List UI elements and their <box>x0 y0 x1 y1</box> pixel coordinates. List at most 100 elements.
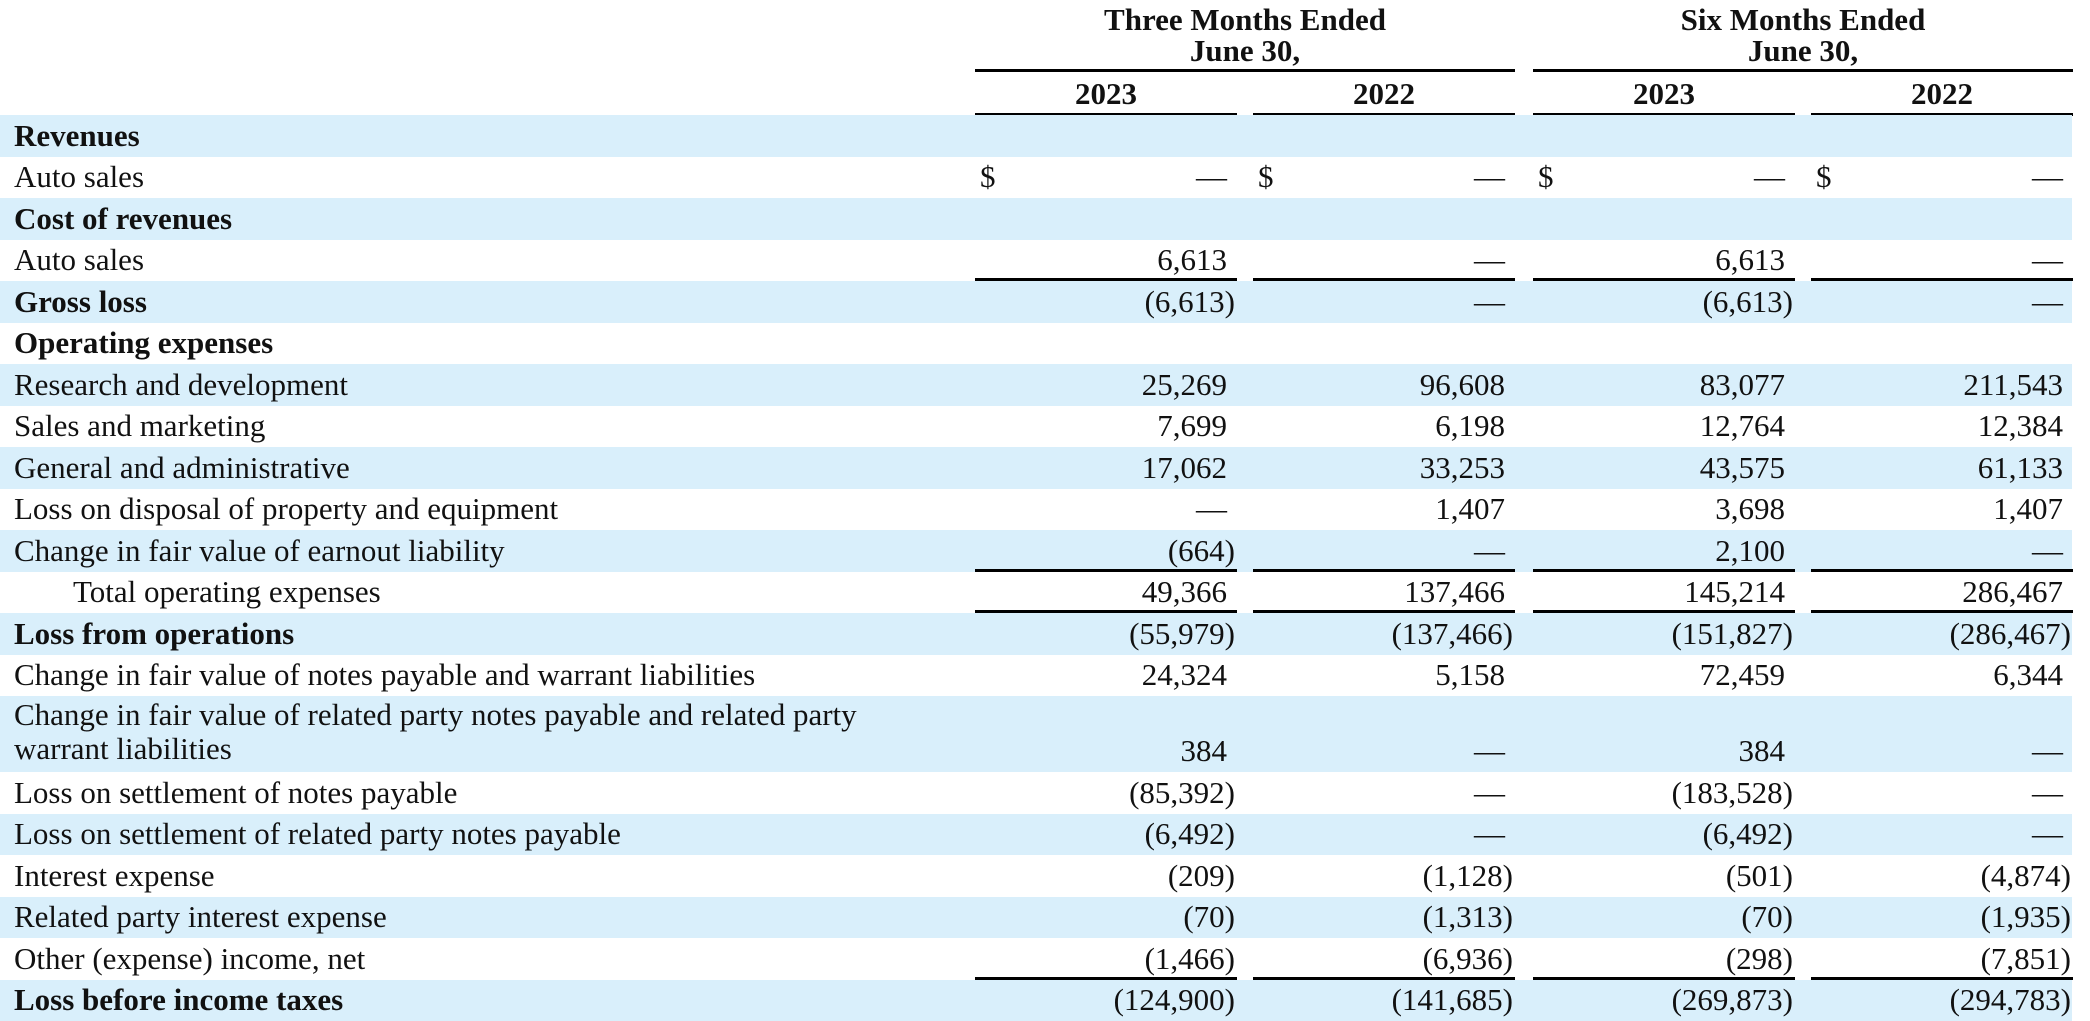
value-cell: (124,900) <box>975 983 1235 1017</box>
row-label: General and administrative <box>14 451 350 485</box>
value-cell: (1,313) <box>1253 900 1513 934</box>
value-cell: — <box>1533 160 1785 194</box>
row-label: Sales and marketing <box>14 409 265 443</box>
value-cell: (209) <box>975 859 1235 893</box>
header-group-three-months: Three Months Ended June 30, <box>975 4 1515 66</box>
table-row: Loss on disposal of property and equipme… <box>0 489 2072 531</box>
value-cell: (6,936) <box>1253 942 1513 976</box>
value-cell: 211,543 <box>1811 368 2063 402</box>
value-cell: (85,392) <box>975 776 1235 810</box>
value-cell: (4,874) <box>1811 859 2071 893</box>
value-cell: — <box>975 492 1227 526</box>
value-cell: 1,407 <box>1811 492 2063 526</box>
value-cell: (298) <box>1533 942 1793 976</box>
value-cell: 25,269 <box>975 368 1227 402</box>
row-label: Other (expense) income, net <box>14 942 365 976</box>
value-cell: 137,466 <box>1253 575 1505 609</box>
value-cell: (70) <box>975 900 1235 934</box>
value-cell: — <box>1253 285 1505 319</box>
value-cell: — <box>975 160 1227 194</box>
row-label: Related party interest expense <box>14 900 387 934</box>
value-cell: — <box>1253 776 1505 810</box>
header-group-line1: Three Months Ended <box>975 4 1515 35</box>
table-row: Related party interest expense (70) (1,313… <box>0 897 2072 939</box>
header-group-line2: June 30, <box>975 35 1515 66</box>
value-cell: (151,827) <box>1533 617 1793 651</box>
row-label: Change in fair value of earnout liabilit… <box>14 534 505 568</box>
value-cell: (6,613) <box>1533 285 1793 319</box>
row-label: Change in fair value of notes payable an… <box>14 658 755 692</box>
table-row: Operating expenses <box>0 323 2072 365</box>
row-label: Auto sales <box>14 243 144 277</box>
table-row: Gross loss(6,613)—(6,613)— <box>0 281 2072 323</box>
header-group-rule <box>975 69 1515 72</box>
value-cell: — <box>1253 534 1505 568</box>
table-row: Change in fair value of related party no… <box>0 696 2072 772</box>
value-cell: 83,077 <box>1533 368 1785 402</box>
value-cell: (6,492) <box>1533 817 1793 851</box>
row-label: Interest expense <box>14 859 215 893</box>
value-cell: — <box>1253 243 1505 277</box>
value-cell: (137,466) <box>1253 617 1513 651</box>
value-cell: 7,699 <box>975 409 1227 443</box>
value-cell: 96,608 <box>1253 368 1505 402</box>
value-cell: 6,613 <box>1533 243 1785 277</box>
table-row: Interest expense(209)(1,128)(501)(4,874) <box>0 855 2072 897</box>
value-cell: 49,366 <box>975 575 1227 609</box>
value-cell: (6,492) <box>975 817 1235 851</box>
value-cell: 17,062 <box>975 451 1227 485</box>
value-cell: 2,100 <box>1533 534 1785 568</box>
table-row: Change in fair value of notes payable an… <box>0 655 2072 697</box>
value-cell: 24,324 <box>975 658 1227 692</box>
value-cell: (7,851) <box>1811 942 2071 976</box>
value-cell: 1,407 <box>1253 492 1505 526</box>
value-cell: 33,253 <box>1253 451 1505 485</box>
year-header: 2022 <box>1253 76 1515 112</box>
value-cell: — <box>1253 817 1505 851</box>
row-label: Auto sales <box>14 160 144 194</box>
header-group-line1: Six Months Ended <box>1533 4 2073 35</box>
header-group-rule <box>1533 69 2073 72</box>
row-label: Loss before income taxes <box>14 983 343 1017</box>
value-cell: 12,384 <box>1811 409 2063 443</box>
value-cell: (183,528) <box>1533 776 1793 810</box>
value-cell: (501) <box>1533 859 1793 893</box>
row-label: Loss on settlement of notes payable <box>14 776 457 810</box>
value-cell: (664) <box>975 534 1235 568</box>
value-cell: (294,783) <box>1811 983 2071 1017</box>
value-cell: 72,459 <box>1533 658 1785 692</box>
row-label: Cost of revenues <box>14 202 232 236</box>
value-cell: — <box>1811 817 2063 851</box>
year-header: 2022 <box>1811 76 2073 112</box>
value-cell: 145,214 <box>1533 575 1785 609</box>
value-cell: (55,979) <box>975 617 1235 651</box>
row-label: Gross loss <box>14 285 147 319</box>
row-label: Operating expenses <box>14 326 273 360</box>
value-cell: — <box>1811 243 2063 277</box>
row-label: Total operating expenses <box>73 575 381 609</box>
row-label: Revenues <box>14 119 140 153</box>
table-row: Auto sales$—$—$—$— <box>0 157 2072 199</box>
value-cell: — <box>1253 734 1505 768</box>
year-header: 2023 <box>975 76 1237 112</box>
value-cell: — <box>1811 776 2063 810</box>
table-row: Revenues <box>0 115 2072 157</box>
value-cell: 6,344 <box>1811 658 2063 692</box>
table-row: Auto sales 6,613 — 6,613 — <box>0 240 2072 282</box>
value-cell: (1,935) <box>1811 900 2071 934</box>
row-label: Loss from operations <box>14 617 294 651</box>
value-cell: 6,198 <box>1253 409 1505 443</box>
value-cell: 384 <box>1533 734 1785 768</box>
row-label: Change in fair value of related party no… <box>14 698 914 766</box>
row-label: Loss on disposal of property and equipme… <box>14 492 558 526</box>
value-cell: — <box>1811 160 2063 194</box>
table-row: Total operating expenses 49,366 137,466 145… <box>0 572 2072 614</box>
value-cell: (70) <box>1533 900 1793 934</box>
value-cell: 61,133 <box>1811 451 2063 485</box>
value-cell: (1,466) <box>975 942 1235 976</box>
value-cell: 384 <box>975 734 1227 768</box>
value-cell: 43,575 <box>1533 451 1785 485</box>
row-label: Loss on settlement of related party note… <box>14 817 621 851</box>
table-row: Cost of revenues <box>0 198 2072 240</box>
value-cell: 6,613 <box>975 243 1227 277</box>
